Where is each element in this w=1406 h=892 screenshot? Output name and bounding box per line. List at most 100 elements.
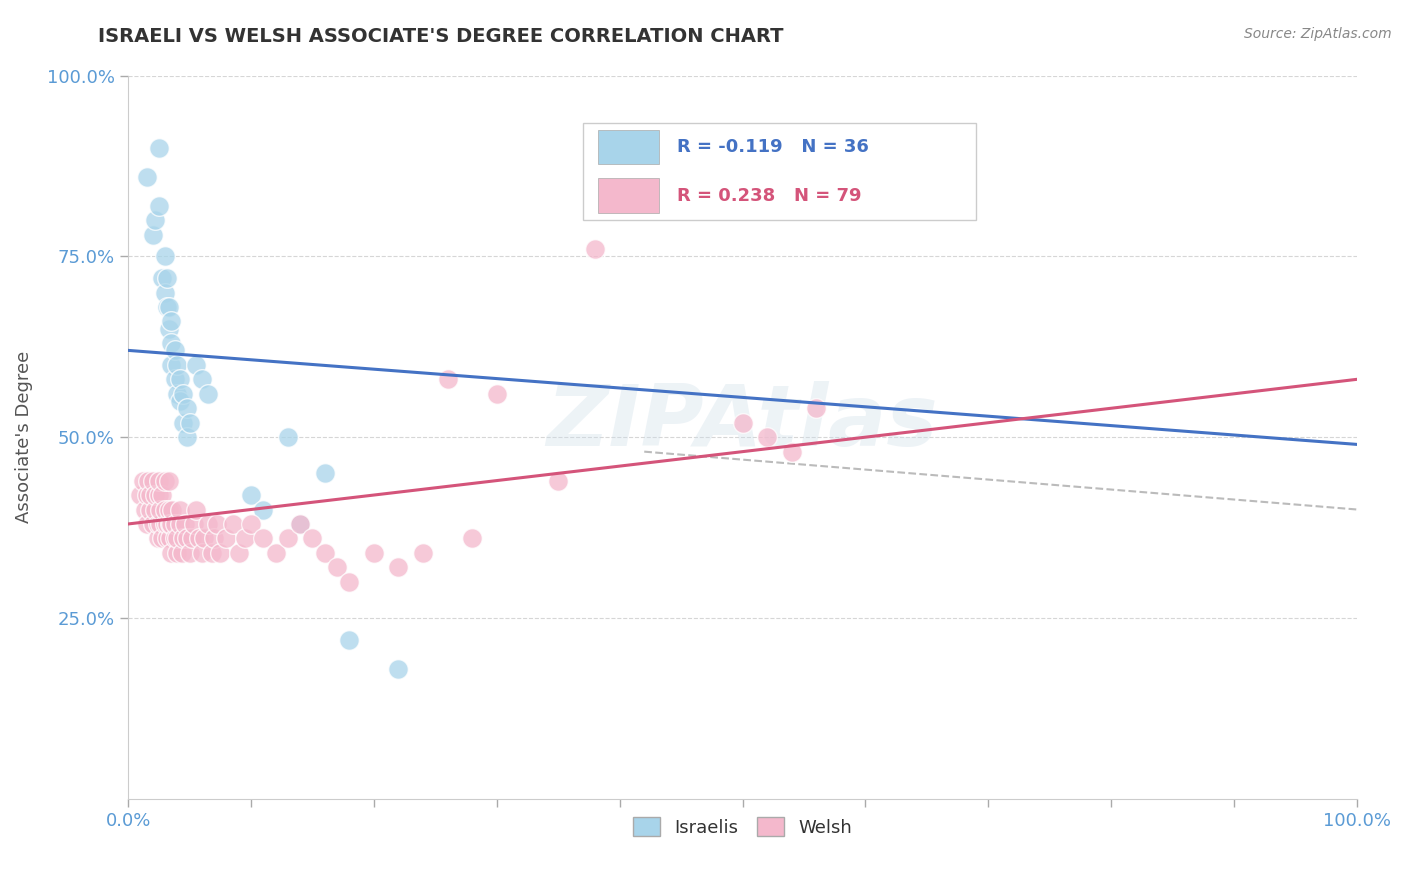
- Point: [166, 546, 188, 560]
- Text: R = -0.119   N = 36: R = -0.119 N = 36: [678, 138, 869, 156]
- Point: [436, 372, 458, 386]
- Point: [806, 401, 828, 416]
- Point: [153, 502, 176, 516]
- Point: [181, 532, 204, 546]
- Point: [153, 285, 176, 300]
- Point: [152, 271, 174, 285]
- Point: [129, 488, 152, 502]
- Point: [160, 336, 183, 351]
- Point: [172, 416, 194, 430]
- Text: R = 0.238   N = 79: R = 0.238 N = 79: [678, 186, 862, 205]
- Point: [169, 502, 191, 516]
- Point: [148, 474, 170, 488]
- Point: [156, 532, 179, 546]
- Point: [172, 546, 194, 560]
- Text: ISRAELI VS WELSH ASSOCIATE'S DEGREE CORRELATION CHART: ISRAELI VS WELSH ASSOCIATE'S DEGREE CORR…: [98, 27, 785, 45]
- Point: [143, 502, 166, 516]
- Point: [184, 502, 207, 516]
- FancyBboxPatch shape: [598, 129, 659, 164]
- Point: [139, 488, 162, 502]
- Point: [228, 546, 250, 560]
- Point: [731, 416, 754, 430]
- Point: [143, 213, 166, 227]
- Legend: Israelis, Welsh: Israelis, Welsh: [626, 810, 859, 844]
- Point: [153, 474, 176, 488]
- Point: [176, 532, 198, 546]
- Point: [337, 632, 360, 647]
- Point: [160, 314, 183, 328]
- Point: [152, 532, 174, 546]
- Point: [485, 386, 508, 401]
- Point: [326, 560, 349, 574]
- Point: [215, 532, 238, 546]
- Point: [756, 430, 779, 444]
- Point: [162, 502, 184, 516]
- Point: [163, 343, 186, 358]
- Point: [152, 488, 174, 502]
- Point: [149, 502, 172, 516]
- Point: [252, 532, 274, 546]
- Point: [163, 532, 186, 546]
- Point: [166, 532, 188, 546]
- Point: [314, 467, 336, 481]
- Point: [363, 546, 385, 560]
- Point: [461, 532, 484, 546]
- Point: [149, 516, 172, 531]
- Point: [169, 394, 191, 409]
- Point: [412, 546, 434, 560]
- Point: [176, 430, 198, 444]
- Point: [157, 300, 180, 314]
- Point: [135, 488, 157, 502]
- Point: [201, 546, 224, 560]
- Point: [146, 516, 169, 531]
- Point: [157, 502, 180, 516]
- Point: [148, 199, 170, 213]
- Point: [288, 516, 311, 531]
- Point: [547, 474, 569, 488]
- Point: [301, 532, 323, 546]
- Point: [153, 516, 176, 531]
- Point: [153, 249, 176, 263]
- Point: [221, 516, 243, 531]
- Point: [160, 516, 183, 531]
- Point: [156, 271, 179, 285]
- Point: [314, 546, 336, 560]
- Point: [264, 546, 287, 560]
- FancyBboxPatch shape: [598, 178, 659, 213]
- Point: [583, 242, 606, 256]
- Point: [163, 372, 186, 386]
- Point: [148, 488, 170, 502]
- Point: [136, 474, 159, 488]
- Point: [143, 488, 166, 502]
- Point: [157, 321, 180, 335]
- Point: [252, 502, 274, 516]
- Point: [159, 516, 181, 531]
- Point: [134, 502, 156, 516]
- Point: [176, 401, 198, 416]
- Point: [160, 546, 183, 560]
- Point: [233, 532, 256, 546]
- Point: [139, 502, 162, 516]
- Point: [193, 532, 215, 546]
- Point: [146, 532, 169, 546]
- Point: [197, 516, 219, 531]
- Point: [387, 662, 409, 676]
- Point: [135, 169, 157, 184]
- Point: [169, 516, 191, 531]
- Point: [277, 430, 299, 444]
- Point: [240, 516, 263, 531]
- Point: [209, 546, 232, 560]
- Point: [135, 516, 157, 531]
- Point: [166, 358, 188, 372]
- Point: [157, 474, 180, 488]
- Point: [184, 358, 207, 372]
- Point: [159, 532, 181, 546]
- Point: [387, 560, 409, 574]
- Point: [191, 546, 214, 560]
- Point: [240, 488, 263, 502]
- Point: [148, 141, 170, 155]
- Text: Source: ZipAtlas.com: Source: ZipAtlas.com: [1244, 27, 1392, 41]
- Point: [191, 372, 214, 386]
- Point: [179, 546, 201, 560]
- Point: [205, 516, 228, 531]
